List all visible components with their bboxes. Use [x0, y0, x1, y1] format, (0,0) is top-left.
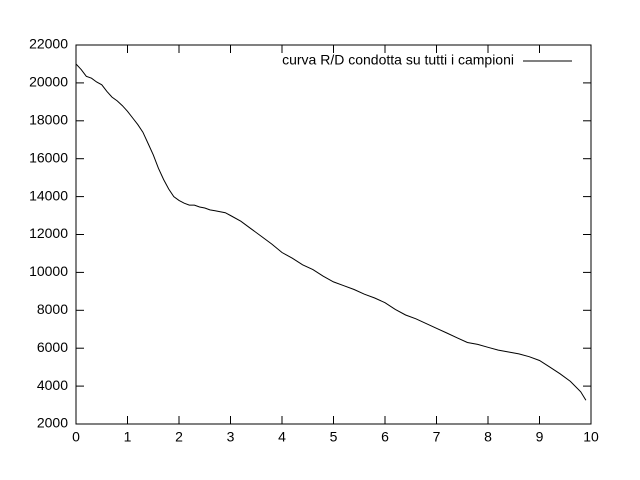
x-tick-label: 7: [433, 429, 441, 445]
legend-label: curva R/D condotta su tutti i campioni: [282, 52, 514, 68]
x-tick-label: 8: [484, 429, 492, 445]
x-tick-label: 2: [175, 429, 183, 445]
y-tick-label: 14000: [29, 187, 68, 203]
x-tick-label: 0: [72, 429, 80, 445]
x-tick-label: 3: [227, 429, 235, 445]
y-tick-label: 4000: [37, 377, 68, 393]
x-tick-label: 5: [330, 429, 338, 445]
y-tick-label: 12000: [29, 225, 68, 241]
x-tick-label: 6: [381, 429, 389, 445]
data-line: [75, 63, 587, 401]
y-tick-label: 20000: [29, 74, 68, 90]
plot-frame: [75, 44, 592, 425]
y-tick-label: 18000: [29, 112, 68, 128]
x-tick-label: 4: [278, 429, 286, 445]
y-tick-label: 8000: [37, 301, 68, 317]
y-tick-label: 10000: [29, 263, 68, 279]
y-tick-label: 16000: [29, 149, 68, 165]
y-tick-label: 2000: [37, 415, 68, 431]
y-tick-label: 6000: [37, 339, 68, 355]
x-tick-label: 10: [583, 429, 599, 445]
x-tick-label: 1: [124, 429, 132, 445]
x-tick-label: 9: [536, 429, 544, 445]
y-tick-label: 22000: [29, 36, 68, 52]
